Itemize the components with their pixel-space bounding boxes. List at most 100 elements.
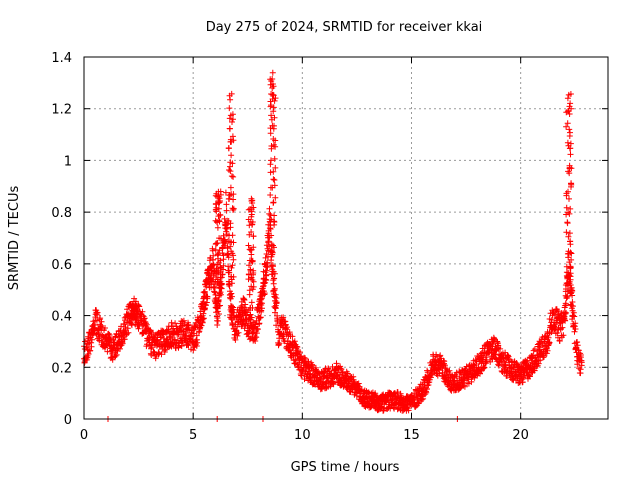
data-point: [566, 111, 573, 117]
data-point: [217, 211, 223, 218]
data-point: [226, 192, 233, 199]
data-point: [566, 133, 573, 139]
data-point: [566, 195, 572, 202]
data-point: [269, 249, 276, 256]
data-point: [422, 391, 429, 398]
data-point: [338, 366, 345, 373]
data-point: [271, 275, 278, 282]
data-point: [267, 161, 274, 168]
data-point: [423, 389, 430, 396]
data-point: [564, 219, 571, 226]
data-point: [570, 303, 576, 310]
data-point: [246, 262, 252, 269]
data-point: [253, 334, 260, 341]
data-point: [226, 105, 233, 112]
data-point: [215, 255, 221, 262]
data-point: [270, 263, 276, 270]
data-point: [115, 334, 122, 341]
data-point: [225, 254, 232, 261]
y-tick-label: 0.6: [51, 258, 72, 273]
data-point: [564, 293, 571, 300]
data-point: [234, 323, 241, 330]
data-points: [81, 69, 585, 422]
data-point: [250, 233, 257, 240]
data-point: [229, 262, 236, 269]
data-point: [567, 91, 574, 97]
data-point: [254, 326, 261, 333]
data-point: [472, 357, 479, 363]
data-point: [128, 322, 135, 329]
data-point: [211, 288, 218, 295]
data-point: [548, 329, 555, 336]
data-point: [271, 212, 278, 219]
data-point: [541, 353, 547, 360]
y-tick-label: 1.4: [51, 51, 72, 66]
data-point: [425, 382, 432, 388]
data-point: [270, 83, 277, 90]
data-point: [199, 319, 206, 326]
data-point: [230, 207, 237, 213]
data-point: [270, 218, 277, 225]
data-point: [267, 192, 274, 198]
data-point: [106, 332, 113, 338]
data-point: [268, 112, 275, 119]
data-point: [214, 308, 221, 315]
data-point: [298, 372, 305, 379]
data-point: [222, 189, 229, 196]
data-point: [228, 290, 235, 297]
data-point: [571, 313, 578, 320]
data-point: [567, 249, 574, 256]
data-point: [246, 222, 253, 229]
data-point: [567, 151, 574, 158]
data-point: [147, 327, 154, 334]
data-point: [248, 229, 255, 235]
x-tick-label: 0: [80, 428, 88, 443]
data-point: [272, 291, 279, 298]
data-point: [247, 266, 254, 273]
data-point: [247, 206, 254, 212]
data-point: [229, 111, 236, 118]
data-point: [215, 269, 222, 276]
data-point: [468, 378, 475, 385]
data-point: [519, 379, 526, 386]
data-point: [563, 211, 570, 218]
data-point: [537, 357, 544, 364]
data-point: [226, 232, 232, 239]
data-point: [577, 352, 584, 358]
data-point: [564, 250, 571, 257]
data-point: [256, 320, 263, 327]
data-point: [216, 311, 222, 317]
x-tick-label: 15: [403, 428, 420, 443]
data-point: [271, 177, 278, 183]
data-point: [267, 226, 274, 232]
data-point: [261, 290, 268, 297]
data-point: [574, 339, 581, 345]
data-point: [228, 264, 235, 271]
data-point: [265, 238, 272, 245]
data-point: [495, 362, 502, 369]
data-point: [566, 103, 573, 110]
data-point: [334, 372, 341, 379]
data-point: [564, 120, 571, 127]
data-point: [213, 265, 220, 272]
data-point: [217, 302, 223, 309]
data-point: [215, 297, 222, 304]
data-point: [257, 314, 264, 321]
data-point: [209, 247, 216, 254]
data-point: [270, 108, 277, 115]
data-point: [272, 194, 279, 201]
data-point: [567, 238, 574, 245]
data-point: [270, 168, 277, 175]
data-point: [242, 301, 249, 308]
data-point: [94, 309, 101, 316]
data-point: [297, 349, 303, 356]
data-point: [542, 333, 549, 340]
data-point: [223, 207, 230, 214]
data-point: [563, 302, 569, 309]
data-point: [143, 321, 150, 328]
data-point: [228, 293, 235, 300]
data-point: [524, 357, 531, 364]
data-point: [148, 352, 155, 358]
data-point: [568, 181, 575, 188]
data-point: [246, 246, 253, 253]
